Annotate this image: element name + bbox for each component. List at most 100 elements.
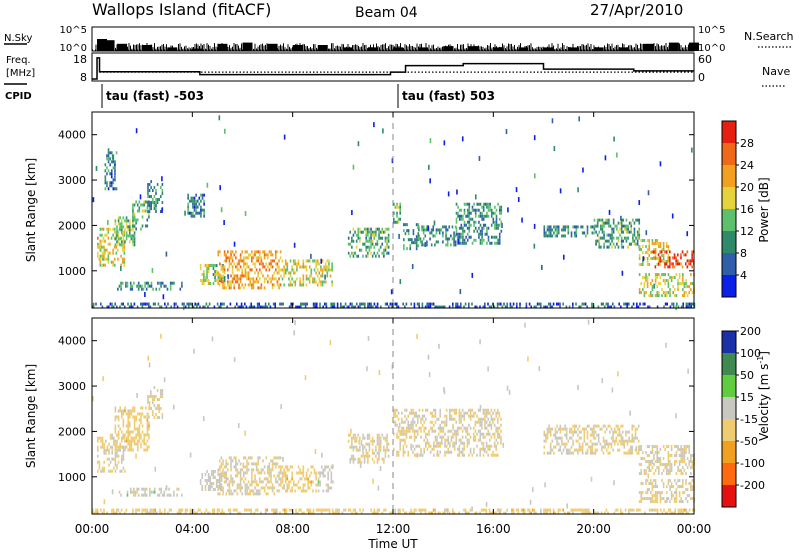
echo-cell (450, 429, 453, 433)
echo-cell (688, 291, 691, 295)
echo-cell (473, 447, 475, 451)
echo-cell (478, 208, 480, 212)
echo-cell (260, 286, 263, 290)
echo-cell (581, 448, 584, 452)
echo-cell (289, 480, 292, 484)
echo-cell (235, 277, 237, 281)
echo-cell (279, 250, 282, 254)
echo-cell (631, 424, 634, 428)
echo-cell (231, 459, 234, 463)
echo-cell (458, 305, 460, 309)
echo-cell (667, 445, 670, 449)
echo-cell (596, 221, 599, 225)
echo-cell (308, 280, 311, 284)
noise-point (429, 138, 432, 144)
echo-cell (559, 436, 562, 440)
noise-point (447, 191, 450, 197)
echo-cell (638, 273, 641, 277)
echo-cell (270, 471, 272, 475)
echo-cell (434, 438, 437, 442)
echo-cell (492, 450, 494, 454)
echo-cell (219, 278, 221, 282)
echo-cell (663, 305, 665, 309)
echo-cell (436, 453, 438, 457)
echo-cell (411, 238, 413, 242)
echo-cell (407, 450, 409, 454)
echo-cell (313, 468, 316, 472)
noise-point (608, 209, 611, 215)
echo-cell (460, 426, 462, 430)
echo-cell (148, 212, 150, 216)
noise-point (559, 188, 562, 194)
echo-cell (207, 263, 210, 267)
echo-cell (367, 305, 369, 309)
echo-cell (98, 242, 101, 246)
echo-cell (102, 257, 105, 261)
echo-cell (289, 465, 292, 469)
echo-cell (549, 508, 552, 512)
echo-cell (207, 269, 210, 273)
echo-cell (640, 282, 643, 286)
echo-cell (247, 480, 250, 484)
echo-cell (431, 414, 433, 418)
echo-cell (222, 275, 224, 279)
echo-cell (116, 508, 118, 512)
echo-cell (399, 217, 401, 221)
echo-cell (254, 480, 256, 484)
echo-cell (325, 508, 328, 512)
echo-cell (489, 432, 491, 436)
echo-cell (280, 274, 282, 278)
echo-cell (92, 511, 94, 515)
echo-cell (498, 435, 501, 439)
echo-cell (119, 243, 121, 247)
echo-cell (460, 302, 462, 306)
echo-cell (575, 439, 578, 443)
echo-cell (112, 178, 115, 182)
echo-cell (203, 199, 205, 203)
echo-cell (662, 485, 665, 489)
echo-cell (455, 217, 458, 221)
echo-cell (354, 305, 356, 309)
echo-cell (276, 480, 279, 484)
echo-cell (117, 257, 119, 261)
echo-cell (254, 253, 256, 257)
echo-cell (638, 230, 641, 234)
echo-cell (469, 417, 472, 421)
echo-cell (651, 250, 653, 254)
echo-cell (376, 239, 379, 243)
echo-cell (599, 442, 602, 446)
echo-cell (666, 491, 668, 495)
echo-cell (460, 232, 463, 236)
echo-cell (383, 445, 385, 449)
echo-cell (244, 456, 247, 460)
echo-cell (383, 448, 385, 452)
echo-cell (148, 511, 150, 515)
echo-cell (344, 302, 347, 306)
echo-cell (658, 472, 660, 476)
echo-cell (685, 508, 688, 512)
echo-cell (132, 430, 134, 434)
echo-cell (229, 302, 232, 306)
echo-cell (123, 230, 126, 234)
echo-cell (674, 479, 676, 483)
echo-cell (431, 420, 433, 424)
echo-cell (341, 511, 344, 515)
echo-cell (161, 493, 164, 497)
noise-point (357, 141, 360, 147)
echo-cell (495, 426, 497, 430)
echo-cell (367, 451, 369, 455)
echo-cell (445, 414, 448, 418)
echo-cell (608, 239, 610, 243)
echo-cell (573, 225, 576, 229)
echo-cell (152, 490, 154, 494)
echo-cell (642, 276, 644, 280)
echo-cell (667, 460, 670, 464)
echo-cell (368, 236, 371, 240)
echo-cell (217, 281, 220, 285)
echo-cell (236, 268, 239, 272)
echo-cell (396, 220, 398, 224)
echo-cell (662, 497, 665, 501)
echo-cell (122, 409, 125, 413)
echo-cell (141, 508, 144, 512)
